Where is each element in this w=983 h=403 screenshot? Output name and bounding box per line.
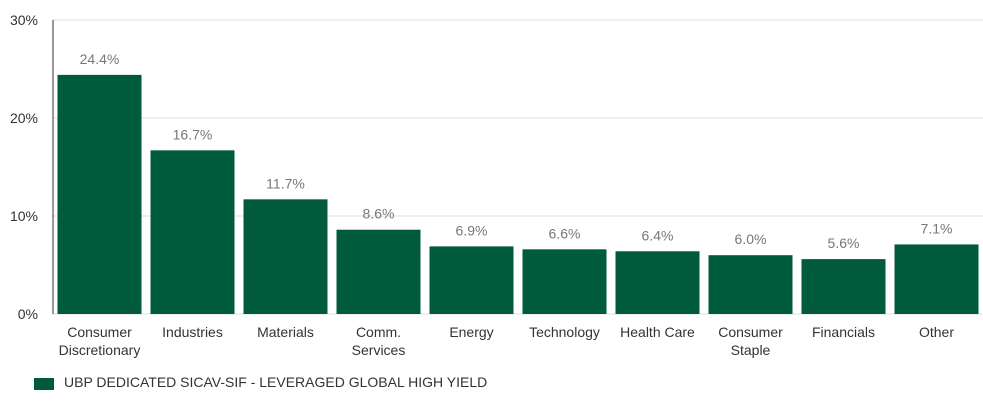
bar	[57, 74, 142, 314]
bars	[57, 74, 979, 314]
x-tick-label-line: Technology	[529, 324, 600, 340]
x-tick-label-line: Energy	[449, 324, 493, 340]
x-tick-label: Energy	[449, 324, 493, 340]
x-axis-category-labels: Consumer Discretionary Industries Materials…	[59, 324, 955, 358]
legend-label: UBP DEDICATED SICAV-SIF - LEVERAGED GLOB…	[64, 374, 488, 390]
x-tick-label-line: Financials	[812, 324, 875, 340]
y-tick-label: 0%	[18, 306, 38, 322]
x-tick-label: Financials	[812, 324, 875, 340]
bar	[708, 255, 793, 314]
x-tick-label: Consumer Staple	[718, 324, 783, 358]
bar-chart: 0% 10% 20% 30% 24.4% 16.7% 11.7% 8.6% 6.9% 6.6% 6…	[10, 12, 983, 358]
bar-value-label: 8.6%	[363, 206, 395, 222]
x-tick-label: Comm. Services	[352, 324, 406, 358]
bar-value-label: 6.0%	[735, 231, 767, 247]
x-tick-label-line: Staple	[731, 342, 771, 358]
bar-value-label: 7.1%	[921, 220, 953, 236]
bar	[801, 259, 886, 314]
x-tick-label-line: Health Care	[620, 324, 695, 340]
bar	[243, 199, 328, 314]
bar-value-label: 11.7%	[266, 175, 305, 191]
x-tick-label: Materials	[257, 324, 314, 340]
x-tick-label: Technology	[529, 324, 600, 340]
bar-value-label: 6.9%	[456, 222, 488, 238]
x-tick-label-line: Services	[352, 342, 406, 358]
x-tick-label: Other	[919, 324, 954, 340]
bar-value-label: 5.6%	[828, 235, 860, 251]
bar-value-label: 24.4%	[80, 51, 120, 67]
x-tick-label-line: Materials	[257, 324, 314, 340]
x-tick-label-line: Comm.	[356, 324, 401, 340]
x-tick-label-line: Industries	[162, 324, 223, 340]
x-tick-label: Health Care	[620, 324, 695, 340]
x-tick-label-line: Other	[919, 324, 954, 340]
bar	[336, 229, 421, 314]
x-tick-label-line: Consumer	[718, 324, 783, 340]
bar	[429, 246, 514, 314]
bar	[522, 249, 607, 314]
bar	[150, 150, 235, 314]
bar-value-label: 6.6%	[549, 225, 581, 241]
bar-value-label: 16.7%	[173, 126, 213, 142]
bar	[894, 244, 979, 314]
y-tick-label: 10%	[10, 208, 38, 224]
bar-value-label: 6.4%	[642, 227, 674, 243]
value-labels: 24.4% 16.7% 11.7% 8.6% 6.9% 6.6% 6.4% 6.0% 5.6% 7…	[80, 51, 953, 251]
legend: UBP DEDICATED SICAV-SIF - LEVERAGED GLOB…	[34, 373, 504, 403]
x-tick-label: Consumer Discretionary	[59, 324, 141, 358]
bar	[615, 251, 700, 314]
y-axis-tick-labels: 0% 10% 20% 30%	[10, 12, 38, 322]
x-tick-label: Industries	[162, 324, 223, 340]
y-tick-label: 20%	[10, 110, 38, 126]
x-tick-label-line: Consumer	[67, 324, 132, 340]
y-tick-label: 30%	[10, 12, 38, 28]
x-tick-label-line: Discretionary	[59, 342, 141, 358]
legend-swatch	[34, 378, 54, 390]
